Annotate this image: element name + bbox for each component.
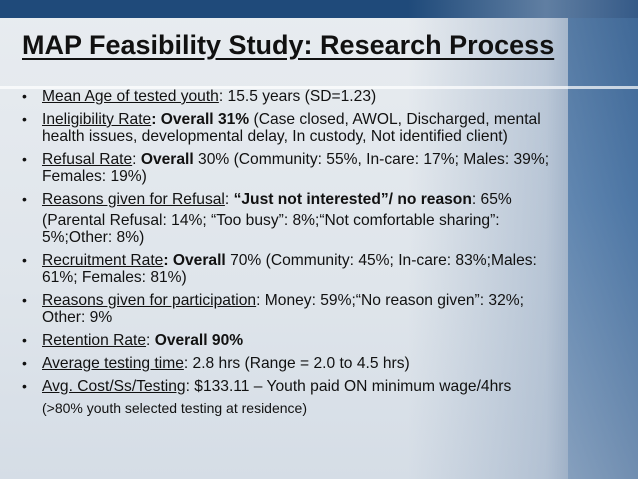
- list-item: • Retention Rate: Overall 90%: [18, 332, 618, 349]
- item-bold: Overall: [140, 151, 194, 168]
- item-label: Avg. Cost/Ss/Testing: [42, 378, 186, 395]
- item-value: Money: 59%;“No reason given”: 32%;: [264, 292, 524, 309]
- list-item: • Avg. Cost/Ss/Testing: $133.11 – Youth …: [18, 378, 618, 417]
- list-item: • Reasons given for Refusal: “Just not i…: [18, 191, 618, 246]
- bullet-icon: •: [22, 252, 27, 268]
- item-value: 2.8 hrs (Range = 2.0 to 4.5 hrs): [192, 355, 410, 372]
- item-label: Retention Rate: [42, 332, 147, 349]
- item-separator: :: [185, 378, 195, 395]
- bullet-icon: •: [22, 332, 27, 348]
- item-label: Refusal Rate: [42, 151, 133, 168]
- item-value: 70% (Community: 45%; In-care: 83%;Males:: [225, 252, 537, 269]
- item-label: Recruitment Rate: [42, 252, 164, 269]
- item-bold: Overall 90%: [154, 332, 244, 349]
- list-item: • Refusal Rate: Overall 30% (Community: …: [18, 151, 618, 185]
- item-value: $133.11 – Youth paid ON minimum wage/4hr…: [194, 378, 512, 395]
- list-item: • Mean Age of tested youth: 15.5 years (…: [18, 88, 618, 105]
- item-value: (Case closed, AWOL, Discharged, mental: [249, 111, 541, 128]
- item-continuation: Other: 9%: [42, 309, 113, 326]
- title-divider: [0, 86, 638, 89]
- item-bold: : Overall: [163, 252, 226, 269]
- bullet-icon: •: [22, 292, 27, 308]
- list-item: • Recruitment Rate: Overall 70% (Communi…: [18, 252, 618, 286]
- item-continuation: (Parental Refusal: 14%; “Too busy”: 8%;“…: [42, 212, 500, 229]
- item-continuation: health issues, developmental delay, In c…: [42, 128, 508, 145]
- item-note: (>80% youth selected testing at residenc…: [42, 400, 307, 416]
- item-label: Average testing time: [42, 355, 184, 372]
- bullet-icon: •: [22, 111, 27, 127]
- list-item: • Average testing time: 2.8 hrs (Range =…: [18, 355, 618, 372]
- list-item: • Ineligibility Rate: Overall 31% (Case …: [18, 111, 618, 145]
- item-continuation: Females: 19%): [42, 168, 147, 185]
- bullet-list: • Mean Age of tested youth: 15.5 years (…: [18, 88, 618, 423]
- item-continuation: 61%; Females: 81%): [42, 269, 187, 286]
- bullet-icon: •: [22, 378, 27, 394]
- item-separator: :: [183, 355, 193, 372]
- bullet-icon: •: [22, 191, 27, 207]
- item-separator: :: [224, 191, 234, 208]
- item-separator: :: [146, 332, 155, 349]
- item-label: Reasons given for Refusal: [42, 191, 225, 208]
- bullet-icon: •: [22, 355, 27, 371]
- item-continuation: 5%;Other: 8%): [42, 229, 145, 246]
- item-separator: :: [256, 292, 265, 309]
- item-value: 15.5 years (SD=1.23): [227, 88, 377, 105]
- item-value: : 65%: [471, 191, 512, 208]
- list-item: • Reasons given for participation: Money…: [18, 292, 618, 326]
- item-label: Mean Age of tested youth: [42, 88, 219, 105]
- item-separator: :: [132, 151, 141, 168]
- right-edge-decoration: [568, 18, 638, 479]
- item-separator: :: [218, 88, 228, 105]
- bullet-icon: •: [22, 88, 27, 104]
- slide-title: MAP Feasibility Study: Research Process: [22, 30, 555, 60]
- item-bold: “Just not interested”/ no reason: [233, 191, 472, 208]
- bullet-icon: •: [22, 151, 27, 167]
- item-bold: : Overall 31%: [151, 111, 250, 128]
- item-value: 30% (Community: 55%, In-care: 17%; Males…: [193, 151, 550, 168]
- item-label: Reasons given for participation: [42, 292, 257, 309]
- item-label: Ineligibility Rate: [42, 111, 152, 128]
